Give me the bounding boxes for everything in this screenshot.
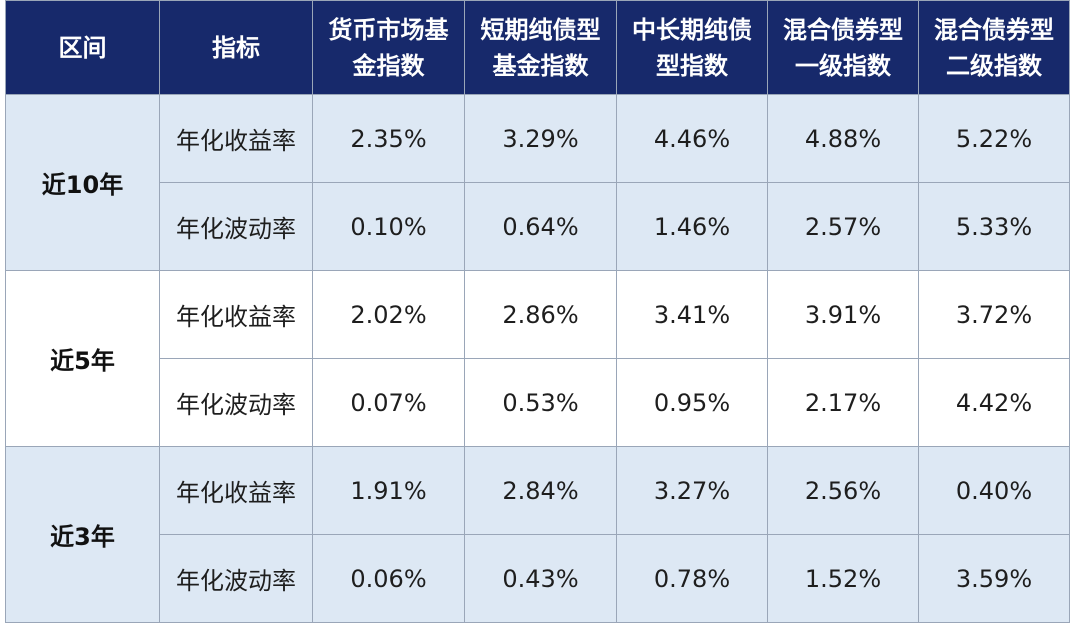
header-cell-short-term-bond: 短期纯债型 基金指数 [464,0,617,95]
value-cell: 0.07% [312,358,465,447]
table-row: 近10年 年化收益率 2.35% 3.29% 4.46% 4.88% 5.22% [5,94,1070,271]
header-row: 区间 指标 货币市场基金指数 短期纯债型基金指数 中长期纯债型指数 混合债券型一… [5,0,1070,95]
table-row: 近5年 年化收益率 2.02% 2.86% 3.41% 3.91% 3.72% [5,270,1070,447]
fund-index-table: 区间 指标 货币市场基金指数 短期纯债型基金指数 中长期纯债型指数 混合债券型一… [5,0,1070,623]
table-row: 近3年 年化收益率 1.91% 2.84% 3.27% 2.56% 0.40% [5,446,1070,623]
value-cell: 3.29% [464,94,617,183]
region-cell: 近5年 [5,270,160,447]
metric-cell: 年化波动率 [159,358,313,447]
value-cell: 4.88% [767,94,919,183]
value-cell: 2.56% [767,446,919,535]
value-cell: 0.06% [312,534,465,623]
value-cell: 2.17% [767,358,919,447]
value-cell: 0.10% [312,182,465,271]
header-text: 型指数 [656,51,728,80]
header-text: 短期纯债型 [480,15,601,44]
header-cell-hybrid-bond-1: 混合债券型 一级指数 [767,0,919,95]
table-row: 年化波动率 0.06% 0.43% 0.78% 1.52% 3.59% [6,534,1070,623]
header-text: 中长期纯债 [632,15,752,44]
header-text: 二级指数 [946,51,1042,80]
value-cell: 5.22% [918,94,1070,183]
value-cell: 4.42% [918,358,1070,447]
value-cell: 0.53% [464,358,617,447]
metric-cell: 年化收益率 [159,270,313,359]
table-row: 年化波动率 0.10% 0.64% 1.46% 2.57% 5.33% [6,182,1070,271]
value-cell: 0.64% [464,182,617,271]
value-cell: 2.02% [312,270,465,359]
value-cell: 2.57% [767,182,919,271]
fund-index-table-container: 区间 指标 货币市场基金指数 短期纯债型基金指数 中长期纯债型指数 混合债券型一… [5,0,1070,632]
header-cell-mid-long-bond: 中长期纯债 型指数 [616,0,768,95]
header-cell-metric: 指标 [159,0,313,95]
metric-cell: 年化收益率 [159,446,313,535]
value-cell: 3.72% [918,270,1070,359]
header-text: 混合债券型 [934,15,1054,44]
value-cell: 1.91% [312,446,465,535]
header-text: 基金指数 [492,51,589,80]
value-cell: 3.91% [767,270,919,359]
table-row: 年化波动率 0.07% 0.53% 0.95% 2.17% 4.42% [6,358,1070,447]
header-text: 混合债券型 [783,15,903,44]
value-cell: 0.40% [918,446,1070,535]
header-text: 金指数 [352,51,425,80]
value-cell: 1.46% [616,182,768,271]
value-cell: 3.27% [616,446,768,535]
value-cell: 1.52% [767,534,919,623]
value-cell: 0.43% [464,534,617,623]
value-cell: 0.95% [616,358,768,447]
value-cell: 3.41% [616,270,768,359]
value-cell: 0.78% [616,534,768,623]
value-cell: 4.46% [616,94,768,183]
metric-cell: 年化波动率 [159,182,313,271]
header-cell-money-market: 货币市场基 金指数 [312,0,465,95]
header-text: 一级指数 [795,51,891,80]
header-text: 区间 [58,33,107,62]
header-cell-hybrid-bond-2: 混合债券型 二级指数 [918,0,1070,95]
metric-cell: 年化波动率 [159,534,313,623]
region-cell: 近3年 [5,446,160,623]
value-cell: 2.86% [464,270,617,359]
metric-cell: 年化收益率 [159,94,313,183]
header-cell-region: 区间 [5,0,160,95]
value-cell: 2.84% [464,446,617,535]
value-cell: 5.33% [918,182,1070,271]
header-text: 货币市场基 [328,15,449,44]
value-cell: 2.35% [312,94,465,183]
region-cell: 近10年 [5,94,160,271]
value-cell: 3.59% [918,534,1070,623]
header-text: 指标 [212,33,260,62]
